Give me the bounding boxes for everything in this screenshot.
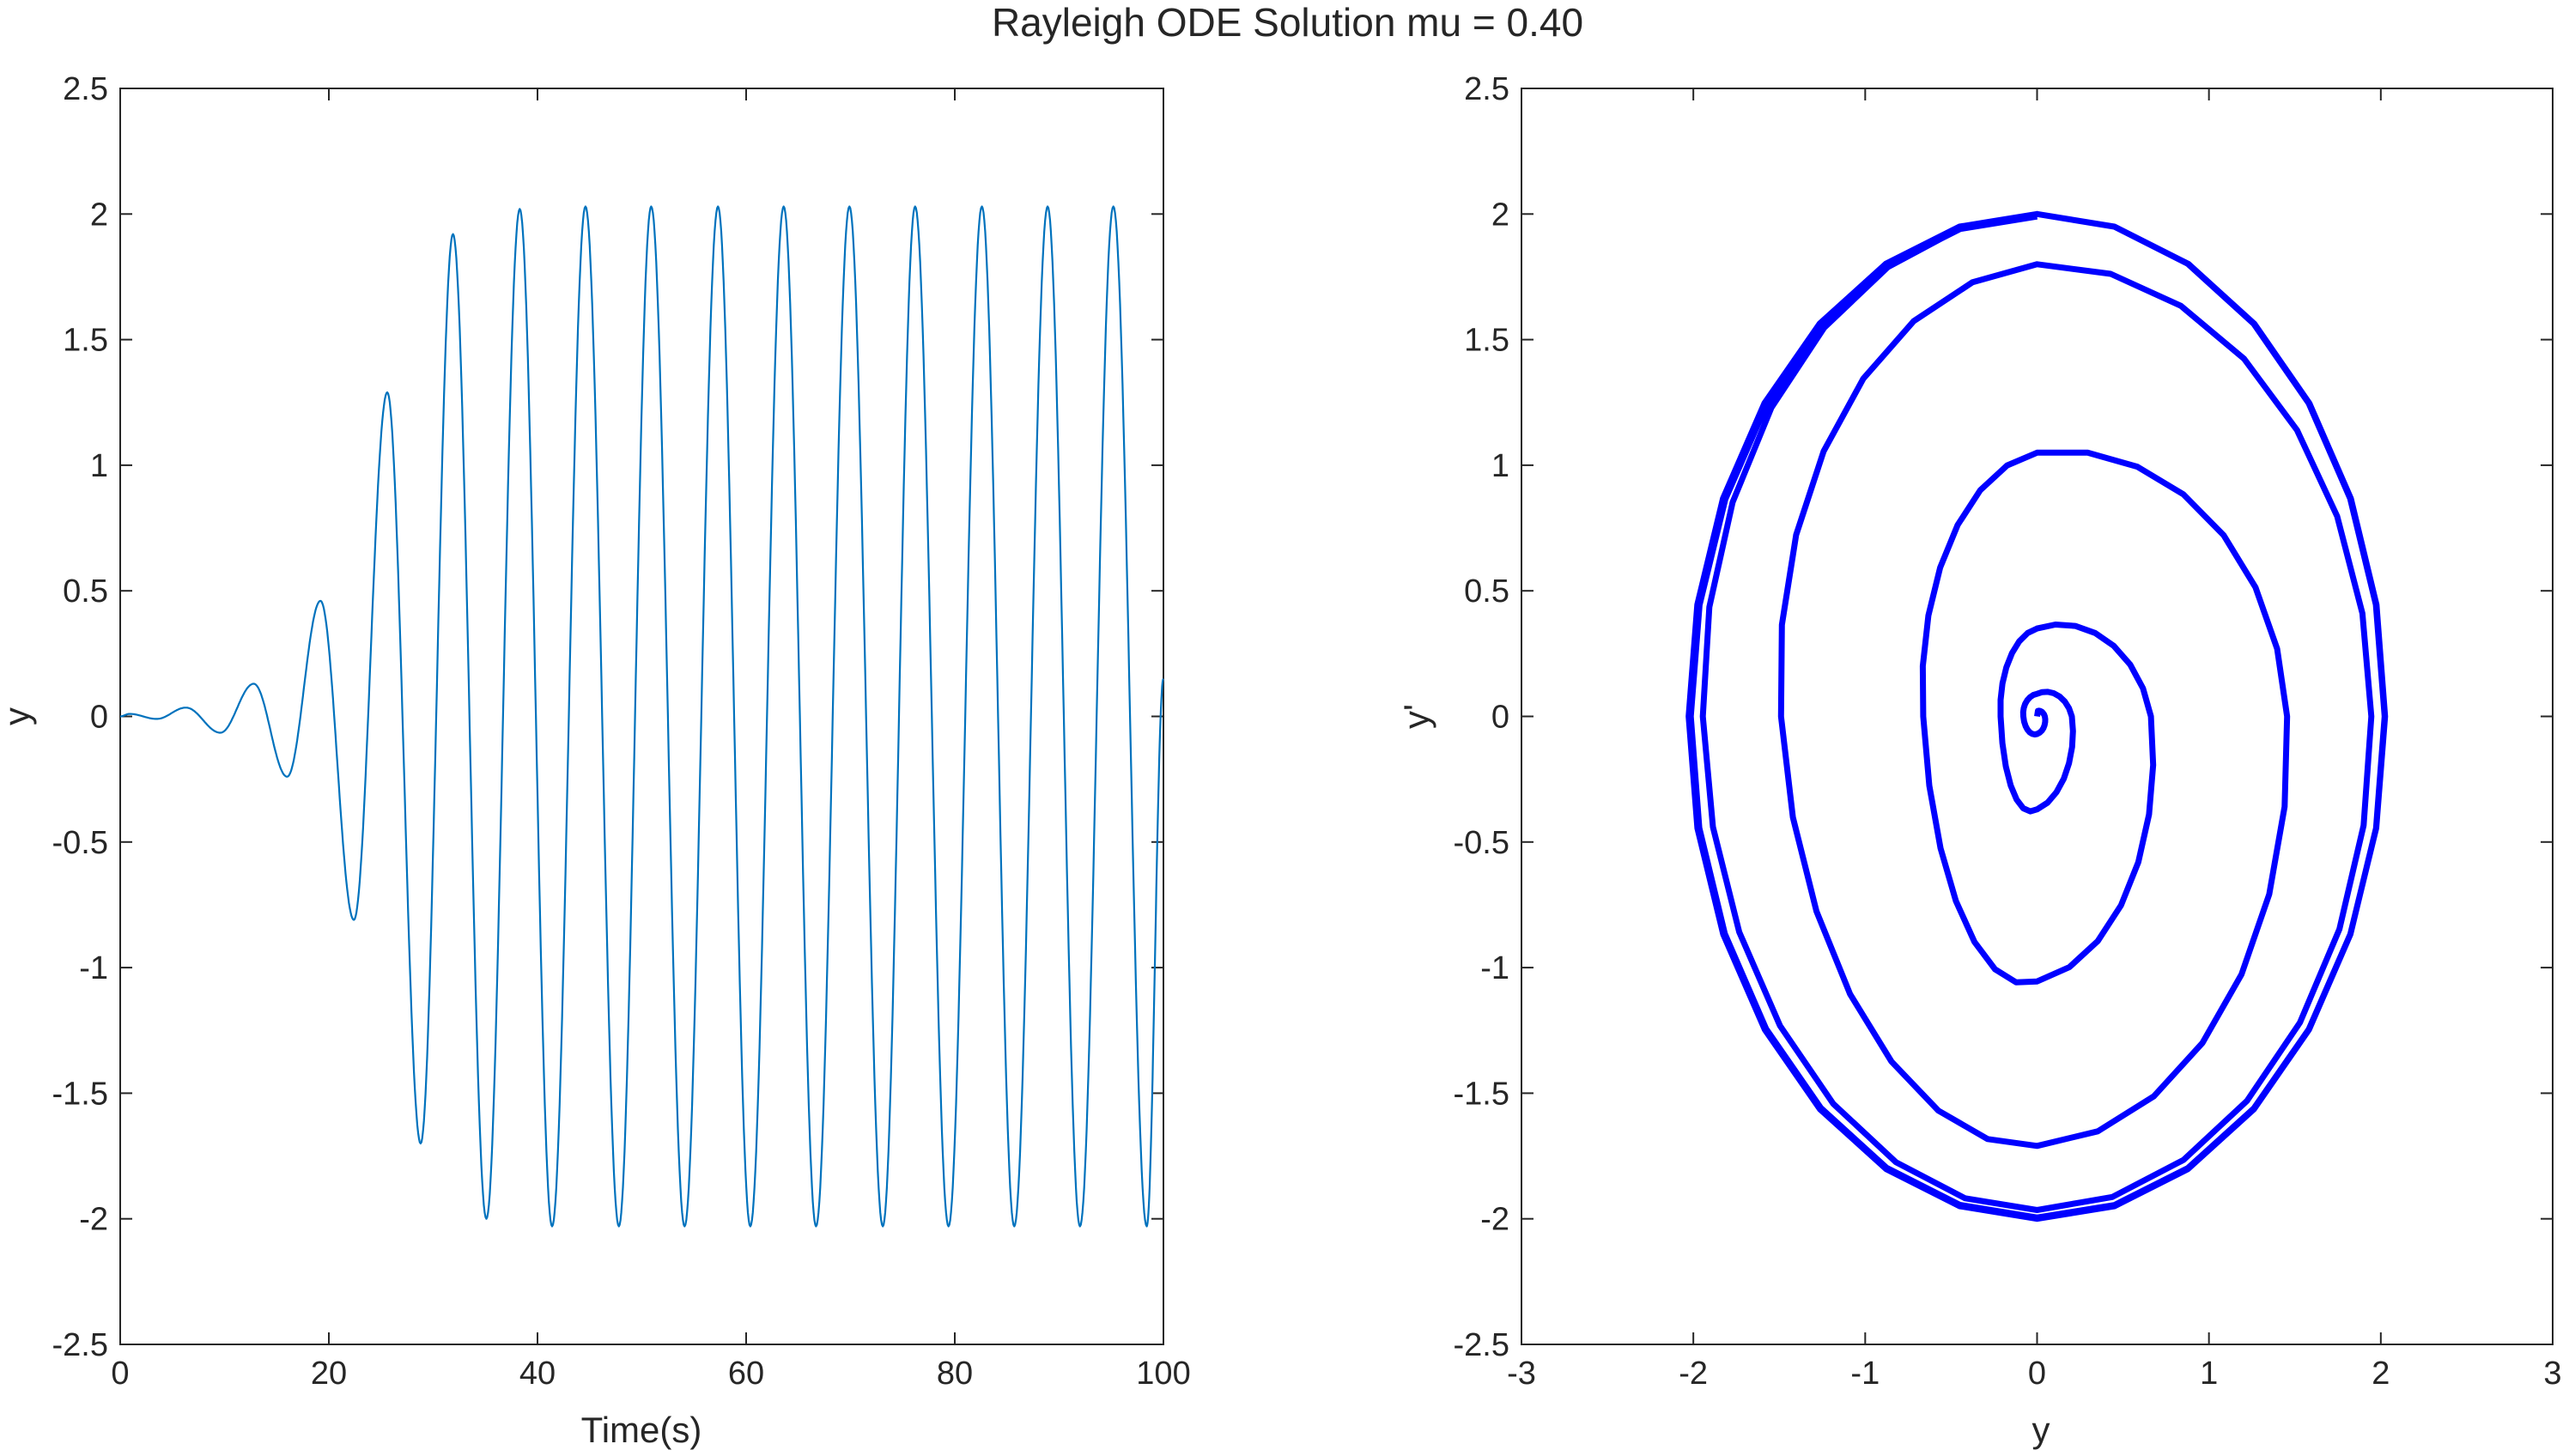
time-series-plot: 0 20 40 60 80 100 -2.5 -2 -1.5 -1 -0.5 0 0.5 1 1.5 2 2.5… (0, 71, 1191, 1450)
time-series-xtick-label: 60 (728, 1356, 764, 1392)
time-series-xtick-label: 20 (311, 1356, 347, 1392)
phase-portrait-xlabel: y (2032, 1410, 2050, 1450)
time-series-ytick-label: -2 (79, 1202, 108, 1238)
phase-portrait-xtick-label: 3 (2543, 1356, 2561, 1392)
time-series-ytick-label: -1 (79, 950, 108, 986)
time-series-ytick-label: -2.5 (52, 1327, 108, 1363)
phase-portrait-xtick-label: -2 (1679, 1356, 1708, 1392)
phase-portrait-ylabel: y' (1396, 704, 1436, 729)
phase-portrait-xtick-label: 0 (2028, 1356, 2046, 1392)
time-series-line (119, 205, 1164, 1228)
phase-portrait-plot-area (1685, 210, 2389, 1222)
time-series-ytick-label: 2 (90, 197, 108, 233)
phase-portrait-ytick-label: 0.5 (1464, 573, 1509, 610)
time-series-ytick-label: -1.5 (52, 1076, 108, 1112)
time-series-xtick-label: 40 (519, 1356, 556, 1392)
phase-portrait-ytick-label: 2.5 (1464, 71, 1509, 107)
phase-portrait-ytick-label: -1.5 (1454, 1076, 1509, 1112)
time-series-ytick-label: 1.5 (63, 323, 108, 359)
phase-portrait-ytick-label: 0 (1491, 700, 1509, 736)
phase-portrait-ytick-label: -0.5 (1454, 825, 1509, 861)
phase-portrait-trajectory (1685, 210, 2389, 1222)
time-series-ytick-label: 0.5 (63, 573, 108, 610)
phase-portrait-xtick-label: 1 (2200, 1356, 2218, 1392)
phase-portrait-ytick-label: 2 (1491, 197, 1509, 233)
time-series-xlabel: Time(s) (581, 1410, 702, 1450)
time-series-xtick-label: 0 (111, 1356, 129, 1392)
phase-portrait-xtick-label: -3 (1507, 1356, 1536, 1392)
time-series-ylabel: y (0, 707, 37, 725)
phase-portrait-xtick-label: -1 (1850, 1356, 1880, 1392)
time-series-axes-box (119, 88, 1164, 1345)
time-series-ytick-label: 2.5 (63, 71, 108, 107)
phase-portrait-ytick-label: -1 (1480, 950, 1509, 986)
phase-portrait-ytick-label: 1.5 (1464, 323, 1509, 359)
phase-portrait-ytick-label: -2.5 (1454, 1327, 1509, 1363)
phase-portrait-ticks: -3 -2 -1 0 1 2 3 -2.5 -2 -1.5 -1 -0.5 0 0.5 1 1.5 2 2.5 (1454, 71, 2562, 1392)
time-series-xtick-label: 80 (937, 1356, 973, 1392)
time-series-plot-area (119, 205, 1164, 1228)
time-series-ytick-label: -0.5 (52, 825, 108, 861)
figure-title: Rayleigh ODE Solution mu = 0.40 (992, 0, 1583, 45)
time-series-ytick-label: 0 (90, 700, 108, 736)
time-series-xtick-label: 100 (1136, 1356, 1190, 1392)
phase-portrait-plot: -3 -2 -1 0 1 2 3 -2.5 -2 -1.5 -1 -0.5 0 0.5 1 1.5 2 2.5 y… (1396, 71, 2562, 1450)
time-series-ticks: 0 20 40 60 80 100 -2.5 -2 -1.5 -1 -0.5 0 0.5 1 1.5 2 2.5 (52, 71, 1191, 1392)
time-series-ytick-label: 1 (90, 448, 108, 484)
phase-portrait-ytick-label: 1 (1491, 448, 1509, 484)
phase-portrait-xtick-label: 2 (2372, 1356, 2390, 1392)
phase-portrait-ytick-label: -2 (1480, 1202, 1509, 1238)
